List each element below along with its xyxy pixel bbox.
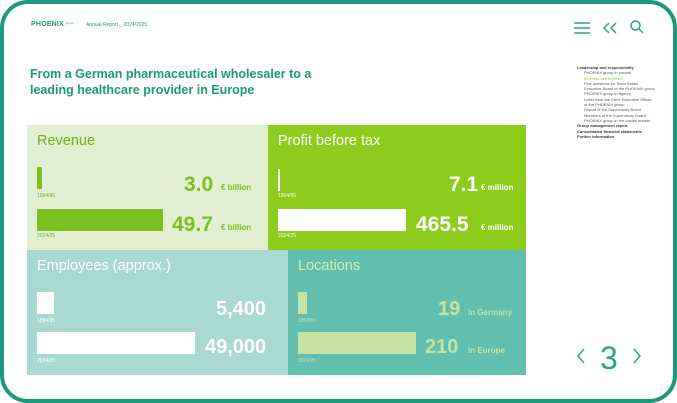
toc-item[interactable]: PHOENIX group in the capital market <box>584 117 651 123</box>
profit-year-new: 2024/25 <box>278 233 297 239</box>
top-toolbar <box>574 20 644 39</box>
revenue-unit-new: € billion <box>221 223 252 232</box>
doc-title: Annual Report _ 2024/2025 <box>86 22 148 28</box>
profit-year-old: 1994/95 <box>278 193 297 199</box>
revenue-year-new: 2024/25 <box>37 233 56 239</box>
toc-item[interactable]: PHOENIX group in figures <box>584 91 631 97</box>
profit-unit-old: € million <box>481 183 514 192</box>
locations-bar-new <box>298 332 416 354</box>
toc-item[interactable]: Group management report <box>577 123 628 129</box>
revenue-tile: Revenue 1994/95 3.0 € billion 2024/25 49… <box>27 125 268 250</box>
revenue-value-new: 49.7 <box>172 213 213 236</box>
menu-icon[interactable] <box>574 21 590 39</box>
toc-item[interactable]: Consolidated financial statements <box>577 128 642 134</box>
page-number: 3 <box>600 340 618 376</box>
employees-bar-new <box>37 332 195 354</box>
employees-value-new: 49,000 <box>205 336 267 358</box>
toc-item[interactable]: Five questions for Sven Seidel <box>584 80 639 86</box>
revenue-year-old: 1994/95 <box>37 193 56 199</box>
toc-item[interactable]: Letter from the Chief Executive Officer <box>584 96 652 102</box>
revenue-value-old: 3.0 <box>184 173 214 196</box>
profit-tile: Profit before tax 1994/95 7.1 € million … <box>268 125 526 250</box>
profit-value-old: 7.1 <box>449 173 479 196</box>
revenue-bar-old <box>37 167 42 189</box>
page-headline: From a German pharmaceutical wholesaler … <box>30 67 312 97</box>
phoenix-logo[interactable]: PHOENIXgroup <box>31 21 74 28</box>
toc-item[interactable]: Leadership and responsibility <box>577 65 634 70</box>
revenue-unit-old: € billion <box>221 183 252 192</box>
locations-year-old: 1994/95 <box>298 318 317 324</box>
search-icon[interactable] <box>630 20 644 39</box>
profit-bar-new <box>278 209 406 231</box>
toc-item-active[interactable]: 30 years of PHOENIX <box>584 75 623 81</box>
toc-item[interactable]: Further information <box>577 133 615 139</box>
toc-item[interactable]: Members of the Supervisory Board <box>584 112 646 118</box>
profit-title: Profit before tax <box>278 133 381 149</box>
toc-item[interactable]: of the PHOENIX group <box>584 102 625 108</box>
locations-unit-new: in Europe <box>468 346 505 355</box>
employees-tile: Employees (approx.) 1994/95 5,400 2024/2… <box>27 250 288 375</box>
locations-value-old: 19 <box>438 298 461 320</box>
page-navigation: 3 <box>576 340 642 377</box>
chevron-right-icon[interactable] <box>632 348 642 369</box>
toc-item[interactable]: PHOENIX group in portrait <box>584 70 632 76</box>
employees-year-new: 2024/25 <box>37 358 56 364</box>
locations-tile: Locations 1994/95 19 in Germany 2024/25 … <box>288 250 526 375</box>
locations-bar-old <box>298 292 307 314</box>
profit-bar-old <box>278 169 280 191</box>
toc-item[interactable]: Report of the Supervisory Board <box>584 107 642 113</box>
toc-item[interactable]: Executive Board of the PHOENIX group <box>584 86 655 92</box>
employees-year-old: 1994/95 <box>37 318 56 324</box>
profit-unit-new: € million <box>481 223 514 232</box>
revenue-title: Revenue <box>37 133 96 149</box>
collapse-icon[interactable] <box>602 21 617 39</box>
profit-value-new: 465.5 <box>416 213 469 236</box>
locations-year-new: 2024/25 <box>298 358 317 364</box>
locations-value-new: 210 <box>425 336 459 358</box>
locations-title: Locations <box>298 258 361 274</box>
employees-bar-old <box>37 292 54 314</box>
employees-title: Employees (approx.) <box>37 258 171 274</box>
table-of-contents: Leadership and responsibility PHOENIX gr… <box>577 65 672 139</box>
chevron-left-icon[interactable] <box>576 348 586 369</box>
revenue-bar-new <box>37 209 163 231</box>
locations-unit-old: in Germany <box>468 308 513 317</box>
employees-value-old: 5,400 <box>216 298 267 320</box>
